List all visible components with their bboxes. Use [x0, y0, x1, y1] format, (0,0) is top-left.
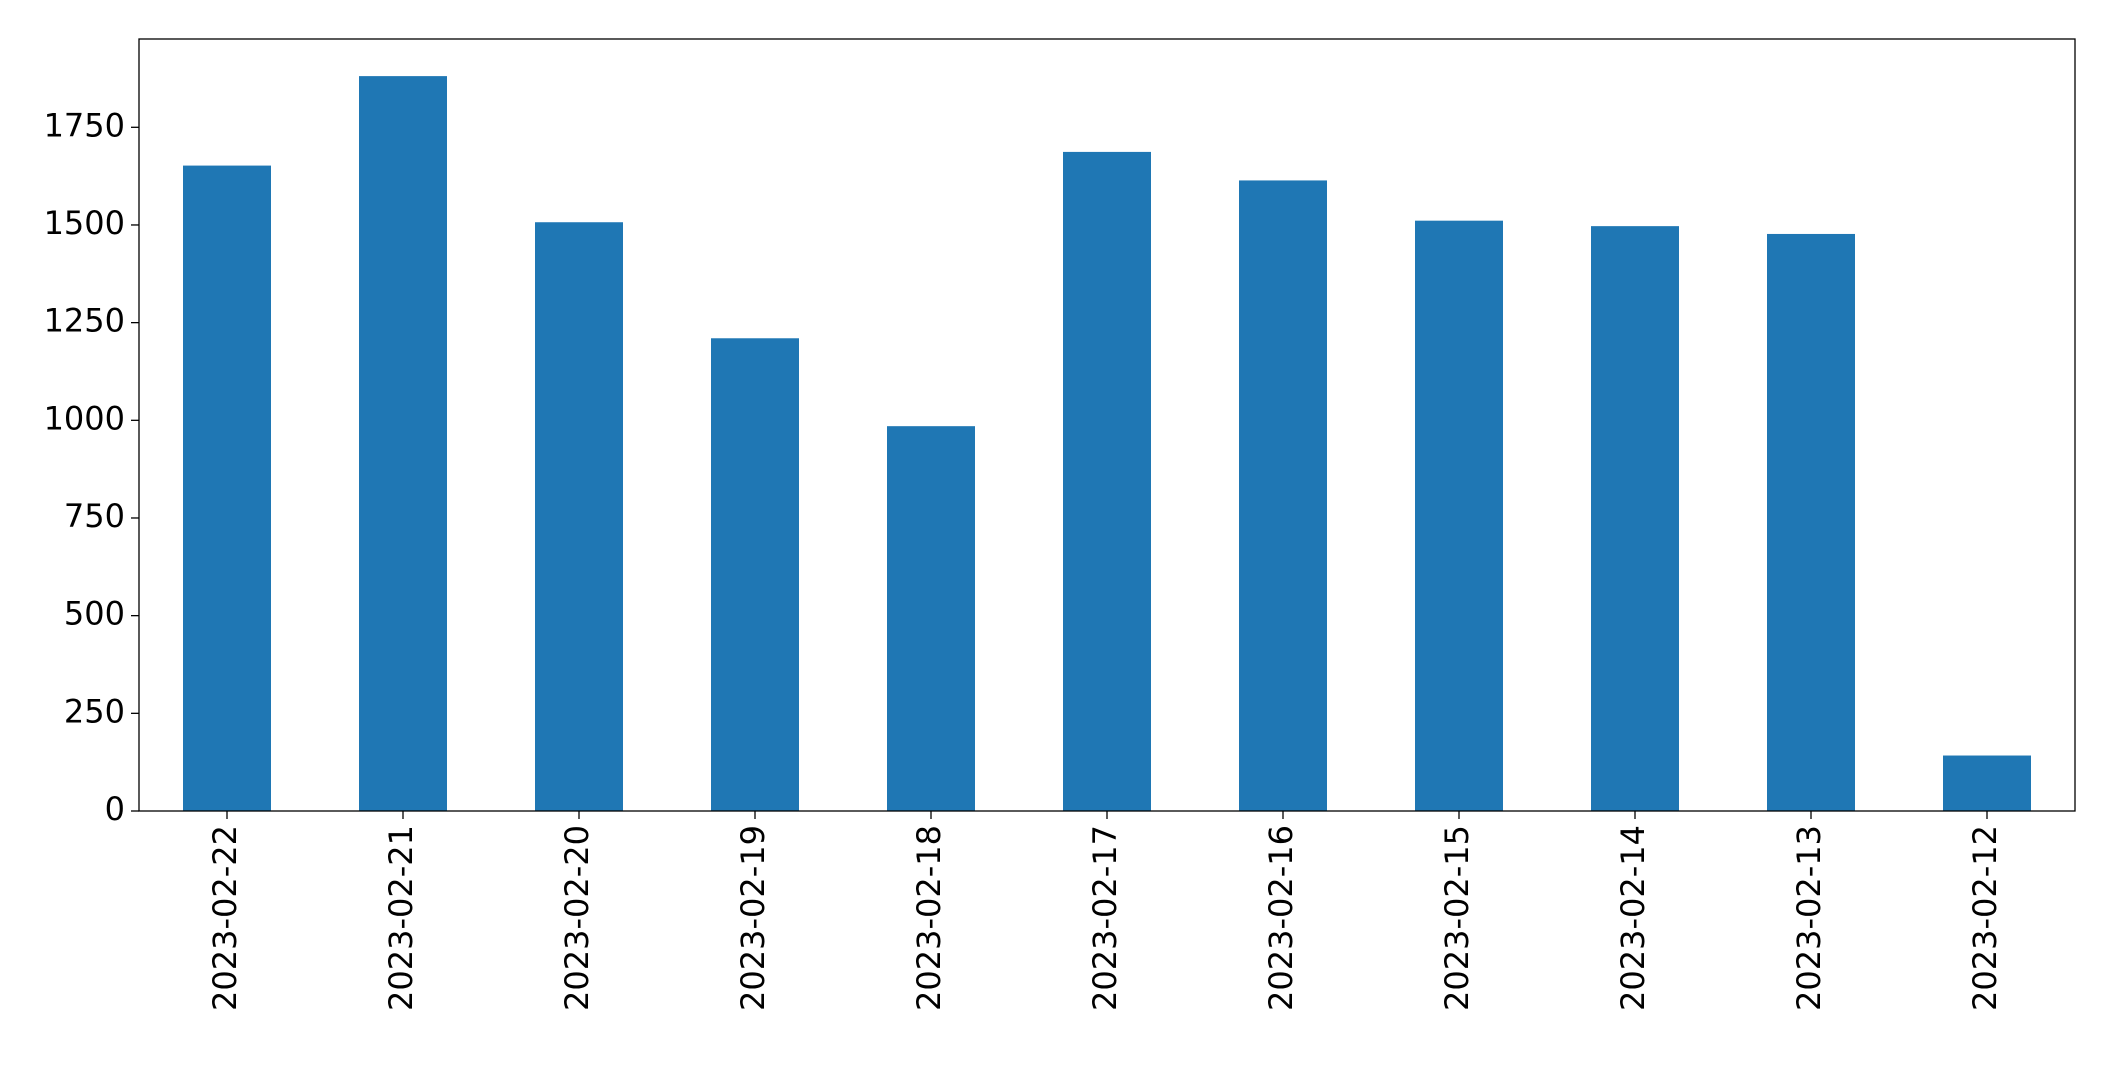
- y-tick-label: 1250: [44, 302, 125, 340]
- bar: [535, 222, 623, 811]
- x-tick-label: 2023-02-18: [910, 825, 948, 1011]
- bar: [183, 165, 271, 811]
- y-tick-label: 1750: [44, 106, 125, 144]
- y-tick-label: 0: [105, 790, 125, 828]
- y-tick-label: 250: [64, 692, 125, 730]
- bar: [1943, 755, 2031, 811]
- x-tick-label: 2023-02-22: [206, 825, 244, 1011]
- x-tick-label: 2023-02-19: [734, 825, 772, 1011]
- bar: [1591, 226, 1679, 812]
- y-tick-label: 1500: [44, 204, 125, 242]
- bar: [1767, 233, 1855, 812]
- bar: [1063, 151, 1151, 811]
- bar: [887, 426, 975, 811]
- bar: [359, 76, 447, 812]
- plot-frame: [138, 38, 2076, 812]
- x-tick-label: 2023-02-16: [1262, 825, 1300, 1011]
- bar: [711, 338, 799, 811]
- y-tick-label: 1000: [44, 399, 125, 437]
- bar: [1415, 220, 1503, 811]
- x-tick-label: 2023-02-17: [1086, 825, 1124, 1011]
- x-tick-label: 2023-02-12: [1966, 825, 2004, 1011]
- bar: [1239, 180, 1327, 812]
- x-tick-label: 2023-02-14: [1614, 825, 1652, 1011]
- y-tick-label: 500: [64, 595, 125, 633]
- x-tick-label: 2023-02-21: [382, 825, 420, 1011]
- x-tick-label: 2023-02-13: [1790, 825, 1828, 1011]
- x-tick-label: 2023-02-15: [1438, 825, 1476, 1011]
- y-tick-label: 750: [64, 497, 125, 535]
- x-tick-label: 2023-02-20: [558, 825, 596, 1011]
